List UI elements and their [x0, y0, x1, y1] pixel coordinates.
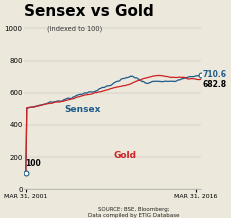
Text: 710.6: 710.6 [203, 70, 227, 80]
Text: (Indexed to 100): (Indexed to 100) [47, 26, 102, 32]
Text: 100: 100 [25, 160, 41, 169]
Text: Sensex vs Gold: Sensex vs Gold [24, 4, 154, 19]
Text: 682.8: 682.8 [203, 80, 227, 89]
Text: Sensex: Sensex [64, 105, 101, 114]
Text: Gold: Gold [113, 151, 136, 160]
Text: SOURCE: BSE, Bloomberg;
Data compiled by ETIG Database: SOURCE: BSE, Bloomberg; Data compiled by… [88, 207, 180, 218]
